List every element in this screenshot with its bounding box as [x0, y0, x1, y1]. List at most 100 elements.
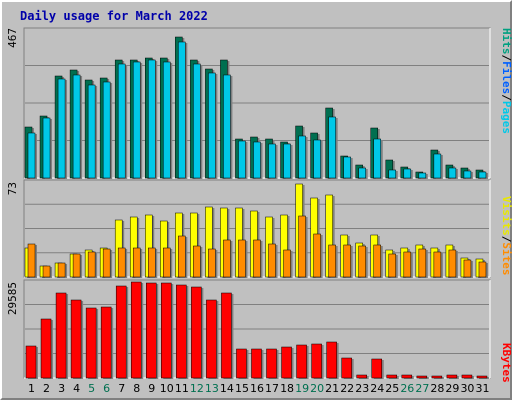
kbytes-bar [251, 348, 264, 379]
kbytes-bar [356, 374, 369, 379]
kbytes-bar [115, 285, 129, 379]
kbytes-panel: 29585 KBytes [6, 279, 512, 383]
legend-kbytes: KBytes [500, 343, 512, 383]
visits-sites-bar-sites [463, 259, 473, 278]
hits-files-bar-files [238, 140, 248, 179]
kbytes-bar [146, 282, 159, 379]
chart-panels: 467 Hits/Files/Pages73Visits/Sites29585KB… [6, 27, 512, 395]
visits-sites-ymax-label: 73 [6, 182, 19, 195]
visits-sites-bar-sites [148, 247, 158, 278]
x-tick-label: 16 [250, 382, 264, 395]
visits-sites-bar-sites [343, 244, 353, 278]
legend-files: Files [500, 61, 512, 94]
visits-sites-bar-sites [57, 262, 68, 278]
x-tick-label: 10 [160, 382, 174, 395]
x-tick-label: 2 [43, 382, 50, 395]
visits-sites-bar-sites [117, 247, 128, 278]
x-tick-label: 28 [430, 382, 444, 395]
x-tick-label: 20 [310, 382, 324, 395]
x-tick-label: 27 [415, 382, 429, 395]
hits-files-bar-files [57, 78, 68, 179]
x-tick-label: 9 [148, 382, 155, 395]
x-tick-label: 25 [385, 382, 399, 395]
hits-files-bar-files [478, 171, 488, 179]
hits-files-bar-files [72, 74, 83, 179]
hits-files-bar-files [193, 63, 203, 179]
x-tick-label: 13 [205, 382, 219, 395]
kbytes-bar [100, 306, 114, 379]
visits-sites-bar-sites [283, 249, 293, 278]
kbytes-bar [446, 374, 459, 379]
hits-files-bar-files [298, 135, 308, 179]
kbytes-bar [386, 374, 399, 379]
visits-sites-bar-sites [238, 239, 248, 278]
hits-files-bar-files [253, 141, 263, 179]
hits-files-legend: Hits/Files/Pages [500, 28, 512, 134]
kbytes-bar [431, 375, 444, 379]
visits-sites-bar-sites [223, 239, 233, 278]
x-tick-label: 14 [220, 382, 234, 395]
visits-sites-bar-sites [72, 253, 83, 278]
kbytes-bar [206, 299, 219, 379]
visits-sites-bar-sites [163, 247, 173, 278]
legend-hits: Hits [500, 28, 512, 55]
hits-files-bar-files [117, 63, 128, 179]
hits-files-bar-files [388, 169, 398, 179]
hits-files-bar-files [27, 132, 37, 179]
kbytes-bar [130, 281, 144, 379]
visits-sites-bar-sites [373, 244, 383, 278]
kbytes-bar [326, 341, 339, 379]
kbytes-bar [461, 374, 474, 379]
kbytes-bar [341, 357, 354, 379]
visits-sites-bar-sites [433, 251, 443, 278]
hits-files-panel: 467 Hits/Files/Pages [6, 27, 512, 179]
x-tick-label: 3 [58, 382, 65, 395]
x-tick-label: 11 [175, 382, 189, 395]
visits-sites-bar-sites [328, 244, 338, 278]
kbytes-bar [55, 292, 69, 379]
kbytes-bar [25, 345, 38, 379]
hits-files-bar-files [343, 156, 353, 179]
hits-files-bar-files [102, 81, 113, 179]
kbytes-bar [371, 358, 384, 379]
visits-sites-bar-sites [478, 261, 488, 278]
visits-sites-bar-sites [418, 248, 428, 278]
visits-sites-bar-sites [102, 248, 113, 278]
kbytes-bar [85, 307, 99, 379]
kbytes-bar [236, 348, 249, 379]
x-tick-label: 8 [133, 382, 140, 395]
kbytes-bar [40, 318, 54, 379]
legend-visits: Visits [500, 196, 512, 236]
hits-files-bar-files [178, 41, 188, 179]
visits-sites-bar-sites [178, 235, 188, 278]
hits-files-bar-files [268, 143, 278, 179]
x-tick-label: 1 [28, 382, 35, 395]
visits-sites-bar-sites [42, 265, 53, 278]
visits-sites-bar-sites [403, 251, 413, 278]
x-tick-label: 24 [370, 382, 384, 395]
x-tick-label: 17 [265, 382, 279, 395]
hits-files-bar-files [148, 59, 158, 179]
visits-sites-bar-sites [298, 215, 308, 278]
visits-sites-bar-sites [268, 243, 278, 278]
kbytes-bar [401, 374, 414, 379]
visits-sites-bar-sites [27, 243, 37, 278]
hits-files-bar-files [433, 153, 443, 179]
kbytes-bar [191, 286, 204, 379]
x-tick-label: 19 [295, 382, 309, 395]
kbytes-bar [221, 292, 234, 379]
visits-sites-bar-sites [448, 249, 458, 278]
hits-files-bar-files [448, 167, 458, 179]
x-tick-label: 29 [445, 382, 459, 395]
x-tick-label: 30 [460, 382, 474, 395]
kbytes-bar [416, 375, 429, 379]
x-tick-label: 7 [118, 382, 125, 395]
kbytes-bar [176, 284, 189, 379]
kbytes-bar [476, 375, 489, 379]
x-tick-label: 18 [280, 382, 294, 395]
x-tick-label: 31 [475, 382, 489, 395]
legend-pages: Pages [500, 101, 512, 134]
x-tick-label: 15 [235, 382, 249, 395]
visits-sites-bar-sites [358, 245, 368, 278]
